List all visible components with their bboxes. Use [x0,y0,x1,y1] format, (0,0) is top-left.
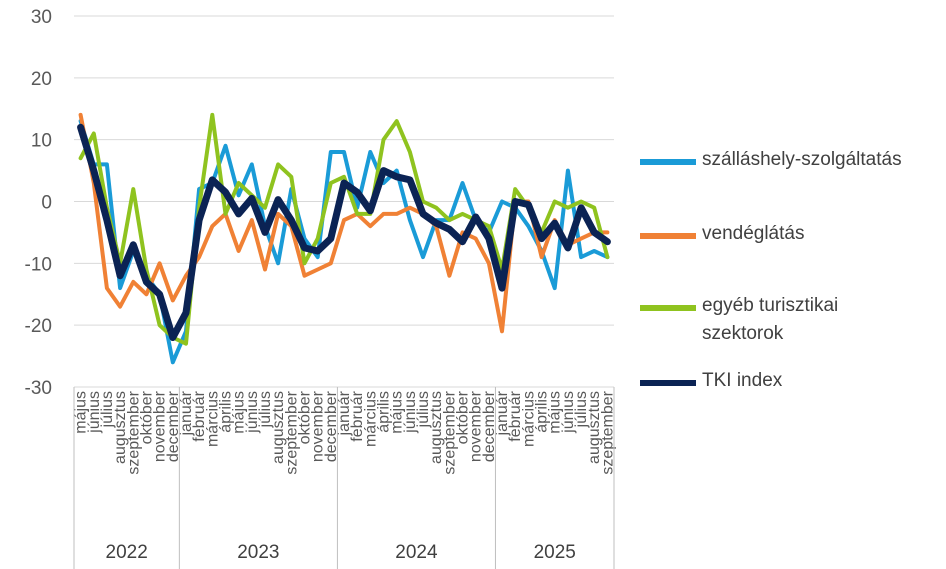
x-tick-label: június [560,391,577,434]
x-tick-label: június [402,391,419,434]
x-tick-label: július [257,391,274,428]
x-tick-label: június [244,391,261,434]
x-tick-label: május [389,391,406,434]
y-axis-labels: 30 20 10 0 -10 -20 -30 [25,7,52,399]
x-tick-label: február [507,390,524,441]
y-tick-label: 0 [41,193,52,214]
legend-label: szálláshely-szolgáltatás [702,149,902,170]
x-tick-label: február [191,390,208,441]
series-lines [77,112,611,365]
legend-item-egyeb: egyéb turisztikai szektorok [640,292,882,348]
x-tick-label: szeptember [441,390,458,474]
x-tick-label: november [310,390,327,462]
x-tick-label: október [455,390,472,444]
x-group-label: 2022 [106,542,148,563]
x-tick-label: április [534,391,551,433]
x-tick-label: július [573,391,590,428]
x-tick-label: május [231,391,248,434]
x-tick-label: október [296,390,313,444]
legend-swatch [640,159,696,165]
x-tick-label: december [165,390,182,462]
series-line [77,123,611,341]
x-axis: májusjúniusjúliusaugusztusszeptemberoktó… [73,387,616,569]
x-tick-label: november [468,390,485,462]
y-tick-label: -20 [25,316,52,337]
x-tick-label: január [336,390,353,436]
x-tick-label: április [376,391,393,433]
gridlines [74,15,614,388]
x-tick-label: március [520,391,537,447]
x-group-label: 2025 [534,542,576,563]
x-tick-label: április [217,391,234,433]
legend-label: egyéb turisztikai szektorok [702,295,839,344]
y-tick-label: 20 [31,69,52,90]
x-tick-label: augusztus [270,391,287,464]
x-tick-label: szeptember [283,390,300,474]
legend-swatch [640,380,696,386]
x-tick-label: július [415,391,432,428]
legend-item-szallashely: szálláshely-szolgáltatás [640,146,932,174]
legend-label: TKI index [702,370,783,391]
legend-swatch [640,305,696,311]
x-tick-label: december [323,390,340,462]
x-tick-label: január [494,390,511,436]
x-tick-label: február [349,390,366,441]
x-tick-label: augusztus [428,391,445,464]
x-tick-label: március [204,391,221,447]
y-tick-label: 30 [31,7,52,28]
x-tick-label: július [99,391,116,428]
x-tick-label: október [138,390,155,444]
x-group-label: 2024 [395,542,438,563]
series-line [78,119,610,365]
x-tick-label: május [73,391,90,434]
y-tick-label: 10 [31,131,52,152]
x-tick-label: november [152,390,169,462]
x-tick-label: június [86,391,103,434]
x-tick-label: augusztus [112,391,129,464]
legend-swatch [640,233,696,239]
x-tick-label: szeptember [599,390,616,474]
x-tick-label: március [362,391,379,447]
y-tick-label: -10 [25,254,52,275]
x-tick-label: május [547,391,564,434]
legend-item-vendeglatas: vendéglátás [640,220,932,248]
x-tick-label: január [178,390,195,436]
x-tick-label: augusztus [586,391,603,464]
legend-label: vendéglátás [702,223,805,244]
x-group-label: 2023 [237,542,279,563]
x-tick-label: szeptember [125,390,142,474]
x-tick-label: december [481,390,498,462]
y-tick-label: -30 [25,378,52,399]
legend-item-tki: TKI index [640,367,932,395]
